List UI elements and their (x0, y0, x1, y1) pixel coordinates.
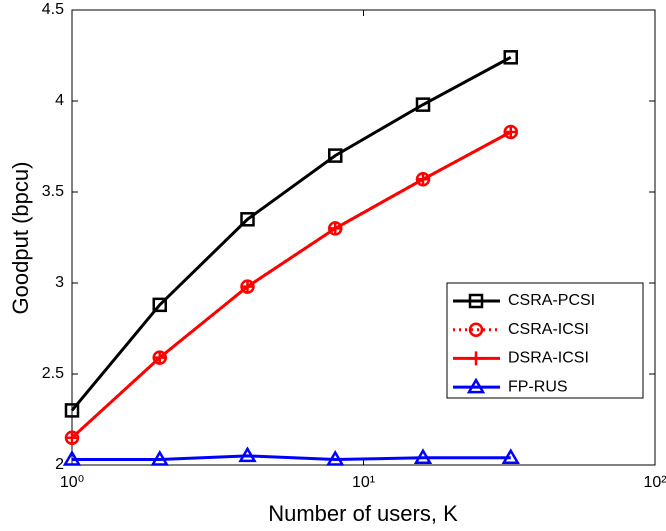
marker (240, 279, 255, 294)
y-tick-label: 4.5 (42, 1, 64, 18)
legend-label: CSRA-ICSI (508, 321, 589, 338)
series-line (70, 55, 512, 412)
marker (65, 430, 79, 445)
marker (328, 221, 343, 236)
legend-label: DSRA-ICSI (508, 350, 589, 367)
marker (240, 212, 255, 227)
y-tick-label: 3 (55, 274, 64, 291)
marker (326, 450, 345, 466)
x-tick-label: 10⁰ (60, 474, 84, 491)
marker (328, 148, 343, 163)
y-axis-label: Goodput (bpcu) (8, 162, 33, 315)
y-tick-label: 2.5 (42, 365, 64, 382)
y-tick-label: 4 (55, 92, 64, 109)
x-axis-label: Number of users, K (268, 501, 458, 526)
marker (152, 350, 167, 365)
series-line (70, 130, 512, 439)
marker (469, 351, 483, 366)
marker (503, 124, 518, 139)
series-line (72, 454, 511, 462)
marker (416, 172, 431, 187)
marker (64, 403, 80, 418)
marker (503, 50, 519, 65)
marker (468, 322, 484, 337)
legend-label: CSRA-PCSI (508, 292, 595, 309)
legend-label: FP-RUS (508, 378, 568, 395)
marker (415, 97, 431, 112)
y-tick-label: 3.5 (42, 183, 64, 200)
marker (468, 293, 484, 309)
marker (501, 448, 520, 464)
marker (150, 450, 169, 466)
marker (466, 377, 486, 394)
x-tick-label: 10¹ (352, 474, 375, 491)
marker (413, 448, 433, 464)
y-tick-label: 2 (55, 456, 64, 473)
x-tick-label: 10² (643, 474, 666, 491)
marker (62, 450, 82, 466)
marker (152, 297, 168, 313)
marker (238, 446, 257, 463)
